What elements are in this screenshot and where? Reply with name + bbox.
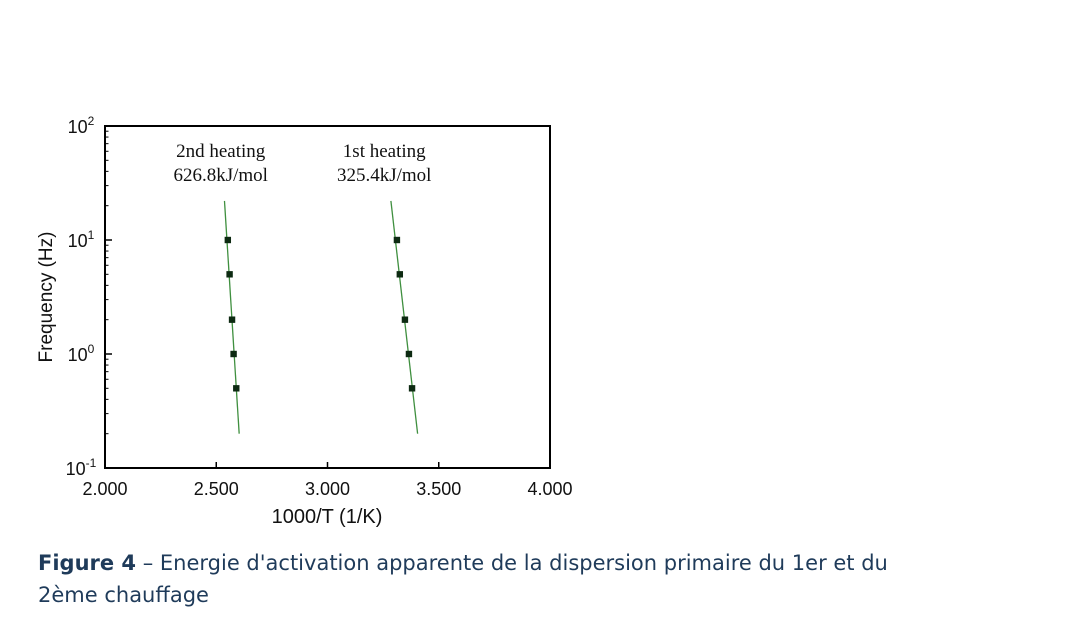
activation-energy-label: 626.8kJ/mol: [173, 165, 267, 186]
data-point: [233, 385, 240, 392]
y-tick-base: 10: [68, 117, 88, 137]
y-tick-label: 100: [68, 342, 95, 365]
y-tick-exponent: -1: [86, 456, 97, 470]
data-point: [230, 350, 237, 358]
x-axis-label: 1000/T (1/K): [272, 506, 383, 528]
data-point: [401, 316, 409, 323]
data-point: [393, 236, 401, 244]
y-tick-label: 102: [68, 114, 95, 137]
figure-caption-label: Figure 4: [38, 551, 137, 575]
y-tick-label: 10-1: [66, 456, 97, 479]
chart: 2.000 2.500 3.000 3.500 4.000 10-1100101102 …: [36, 114, 573, 528]
plot-frame: [104, 125, 551, 469]
figure-caption-text: – Energie d'activation apparente de la d…: [38, 551, 888, 607]
x-tick-label: 2.000: [82, 479, 127, 499]
y-tick-base: 10: [66, 459, 86, 479]
data-point: [396, 271, 404, 278]
data-point: [226, 271, 233, 278]
series-2: 1st heating 325.4kJ/mol: [337, 141, 431, 434]
x-tick-label: 2.500: [194, 479, 239, 499]
data-point: [228, 316, 236, 323]
series-name-label: 1st heating: [343, 141, 426, 162]
y-axis-label: Frequency (Hz): [36, 232, 57, 363]
x-tick-label: 3.500: [416, 479, 461, 499]
y-tick-base: 10: [68, 231, 88, 251]
activation-energy-label: 325.4kJ/mol: [337, 165, 431, 186]
series-1: 2nd heating 626.8kJ/mol: [173, 141, 268, 434]
y-tick-exponent: 2: [88, 114, 95, 128]
x-axis: 2.000 2.500 3.000 3.500 4.000: [82, 462, 573, 499]
data-point: [224, 236, 232, 244]
x-tick-label: 3.000: [305, 479, 350, 499]
x-tick-label: 4.000: [527, 479, 572, 499]
y-tick-label: 101: [68, 228, 95, 251]
y-tick-exponent: 0: [88, 342, 95, 356]
series-name-label: 2nd heating: [176, 141, 266, 162]
y-tick-exponent: 1: [88, 228, 95, 242]
figure-caption: Figure 4 – Energie d'activation apparent…: [38, 547, 918, 611]
data-point: [405, 350, 413, 358]
series-layer: 2nd heating 626.8kJ/mol 1st heating 325.4kJ…: [173, 141, 431, 434]
data-point: [408, 385, 416, 392]
y-tick-base: 10: [68, 345, 88, 365]
